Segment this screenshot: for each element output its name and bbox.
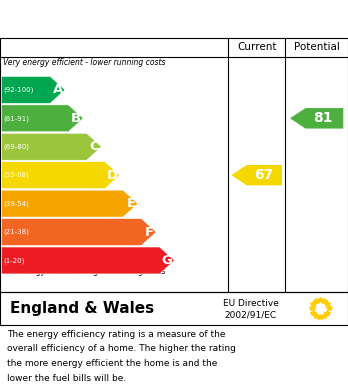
Polygon shape: [1, 219, 156, 246]
Polygon shape: [1, 247, 174, 274]
Text: 67: 67: [255, 168, 274, 182]
Text: overall efficiency of a home. The higher the rating: overall efficiency of a home. The higher…: [7, 344, 236, 353]
Text: (39-54): (39-54): [3, 200, 29, 207]
Polygon shape: [231, 165, 282, 185]
Text: 81: 81: [313, 111, 333, 126]
Text: Potential: Potential: [294, 43, 340, 52]
Text: England & Wales: England & Wales: [10, 301, 155, 316]
Polygon shape: [1, 76, 65, 103]
Text: The energy efficiency rating is a measure of the: The energy efficiency rating is a measur…: [7, 330, 226, 339]
Text: (55-68): (55-68): [3, 172, 29, 178]
Text: Not energy efficient - higher running costs: Not energy efficient - higher running co…: [3, 267, 166, 276]
Polygon shape: [1, 105, 83, 132]
Text: C: C: [89, 140, 99, 153]
Text: Energy Efficiency Rating: Energy Efficiency Rating: [10, 10, 239, 28]
Text: A: A: [53, 83, 63, 97]
Text: 2002/91/EC: 2002/91/EC: [224, 310, 277, 319]
Text: B: B: [71, 112, 81, 125]
Text: D: D: [106, 169, 117, 182]
Text: Very energy efficient - lower running costs: Very energy efficient - lower running co…: [3, 58, 166, 67]
Text: E: E: [127, 197, 136, 210]
Text: F: F: [145, 226, 154, 239]
Text: (69-80): (69-80): [3, 143, 30, 150]
Text: the more energy efficient the home is and the: the more energy efficient the home is an…: [7, 359, 218, 368]
Text: G: G: [161, 254, 172, 267]
Text: (1-20): (1-20): [3, 257, 25, 264]
Polygon shape: [1, 190, 138, 217]
Text: (21-38): (21-38): [3, 229, 29, 235]
Text: Current: Current: [237, 43, 276, 52]
Polygon shape: [1, 133, 101, 160]
Text: (92-100): (92-100): [3, 87, 34, 93]
Polygon shape: [1, 162, 120, 188]
Polygon shape: [290, 108, 343, 129]
Text: lower the fuel bills will be.: lower the fuel bills will be.: [7, 374, 126, 383]
Text: EU Directive: EU Directive: [223, 299, 278, 308]
Text: (81-91): (81-91): [3, 115, 30, 122]
